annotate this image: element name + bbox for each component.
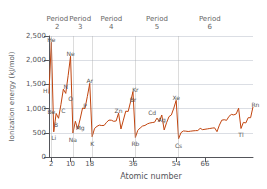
- svg-text:K: K: [90, 140, 95, 147]
- svg-text:Be: Be: [47, 108, 55, 115]
- svg-text:1,000: 1,000: [26, 105, 46, 113]
- svg-text:He: He: [47, 36, 56, 43]
- svg-text:Ionization energy (kJ/mol): Ionization energy (kJ/mol): [8, 51, 16, 141]
- svg-text:Ar: Ar: [86, 77, 93, 84]
- svg-text:3: 3: [78, 23, 82, 31]
- svg-text:Zn: Zn: [115, 107, 123, 114]
- svg-text:18: 18: [85, 160, 94, 168]
- svg-text:Tl: Tl: [237, 131, 244, 138]
- svg-text:Ne: Ne: [66, 50, 74, 57]
- svg-text:Atomic number: Atomic number: [120, 172, 182, 181]
- svg-text:Period: Period: [46, 15, 68, 23]
- svg-text:54: 54: [172, 160, 181, 168]
- svg-text:Kr: Kr: [132, 86, 139, 93]
- svg-text:10: 10: [66, 160, 75, 168]
- svg-text:Xe: Xe: [172, 94, 180, 101]
- svg-text:0: 0: [41, 153, 45, 161]
- svg-text:N: N: [63, 83, 68, 90]
- svg-text:P: P: [83, 102, 87, 109]
- svg-text:36: 36: [129, 160, 138, 168]
- svg-text:66: 66: [201, 160, 210, 168]
- svg-text:Period: Period: [69, 15, 91, 23]
- svg-text:Rb: Rb: [131, 140, 139, 147]
- svg-text:4: 4: [109, 23, 114, 31]
- svg-text:2,000: 2,000: [26, 56, 46, 64]
- svg-text:2: 2: [55, 23, 59, 31]
- svg-text:C: C: [61, 107, 65, 114]
- svg-text:Ag: Ag: [158, 116, 166, 124]
- svg-text:Rn: Rn: [251, 101, 259, 108]
- svg-text:Period: Period: [100, 15, 122, 23]
- svg-text:Br: Br: [130, 96, 137, 103]
- svg-text:Period: Period: [146, 15, 168, 23]
- svg-text:Mg: Mg: [76, 124, 85, 132]
- svg-text:O: O: [68, 95, 73, 102]
- svg-text:Na: Na: [69, 136, 77, 143]
- svg-text:1,500: 1,500: [25, 80, 46, 89]
- svg-text:H: H: [43, 87, 48, 94]
- svg-text:5: 5: [155, 23, 159, 31]
- svg-text:B: B: [54, 121, 58, 128]
- svg-text:2: 2: [49, 160, 53, 168]
- svg-text:6: 6: [208, 23, 213, 31]
- svg-text:500: 500: [33, 129, 46, 137]
- svg-text:Cd: Cd: [148, 109, 156, 116]
- svg-text:Cs: Cs: [175, 142, 182, 149]
- svg-text:2,500: 2,500: [26, 32, 46, 40]
- svg-text:Li: Li: [51, 134, 56, 141]
- svg-text:Period: Period: [199, 15, 221, 23]
